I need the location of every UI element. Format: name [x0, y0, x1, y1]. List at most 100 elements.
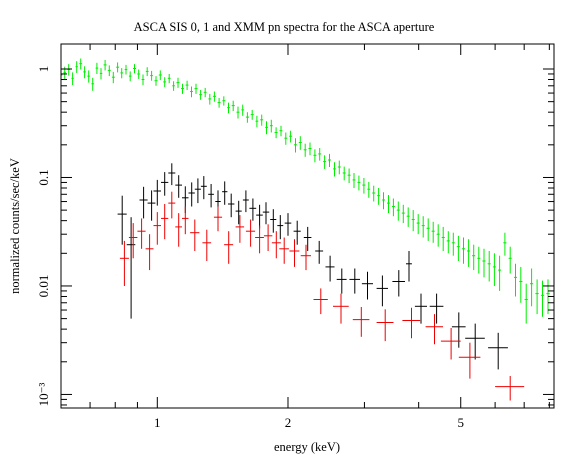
- data-point: [289, 239, 300, 267]
- data-point: [456, 235, 460, 261]
- data-point: [231, 100, 235, 111]
- data-point: [168, 191, 176, 219]
- data-point: [228, 193, 235, 218]
- data-point: [119, 240, 129, 286]
- data-point: [168, 163, 176, 186]
- data-point: [325, 255, 335, 282]
- x-tick-label: 2: [285, 415, 292, 430]
- data-point: [416, 214, 420, 235]
- data-point: [265, 121, 268, 135]
- data-point: [116, 62, 119, 73]
- data-point: [530, 268, 534, 307]
- x-tick-label: 1: [154, 415, 161, 430]
- data-point: [117, 195, 127, 245]
- data-point: [406, 251, 412, 282]
- data-point: [535, 279, 539, 315]
- data-point: [357, 175, 361, 191]
- data-point: [269, 119, 273, 133]
- data-point: [263, 224, 273, 251]
- data-point: [421, 216, 425, 238]
- data-point: [446, 231, 450, 254]
- data-point: [83, 66, 86, 79]
- data-point: [336, 268, 347, 294]
- data-point: [376, 275, 388, 307]
- data-point: [303, 143, 307, 157]
- data-point: [294, 138, 297, 153]
- data-point: [181, 83, 184, 94]
- data-point: [337, 160, 341, 175]
- data-point: [91, 77, 95, 91]
- data-point: [185, 80, 189, 90]
- data-point: [224, 231, 234, 264]
- data-point: [255, 225, 264, 254]
- data-point: [382, 192, 385, 210]
- data-point: [95, 62, 99, 74]
- data-point: [124, 64, 128, 75]
- data-point: [245, 219, 256, 247]
- data-point: [492, 253, 496, 286]
- data-point: [352, 173, 356, 188]
- data-point: [293, 220, 301, 245]
- data-point: [79, 58, 83, 70]
- data-point: [199, 90, 203, 100]
- data-point: [241, 104, 245, 116]
- data-point: [362, 178, 366, 194]
- data-point: [182, 206, 189, 235]
- data-point: [153, 179, 161, 206]
- data-point: [467, 239, 471, 267]
- data-point: [524, 283, 528, 324]
- data-point: [133, 64, 136, 74]
- data-point: [120, 68, 124, 79]
- data-point: [75, 61, 78, 73]
- data-point: [308, 142, 312, 156]
- x-tick-label: 5: [457, 415, 464, 430]
- data-point: [153, 212, 161, 245]
- data-point: [451, 312, 466, 348]
- data-point: [488, 332, 508, 370]
- data-point: [227, 102, 230, 114]
- data-point: [128, 223, 138, 259]
- data-point: [256, 204, 263, 229]
- data-point: [472, 244, 476, 271]
- data-point: [262, 202, 270, 225]
- data-point: [298, 136, 302, 150]
- data-point: [289, 130, 293, 143]
- data-point: [519, 266, 523, 303]
- data-point: [175, 175, 182, 198]
- data-point: [315, 240, 324, 264]
- data-point: [487, 251, 491, 282]
- data-point: [349, 268, 360, 294]
- data-point: [318, 148, 322, 161]
- series-2: [119, 191, 525, 401]
- x-axis-label: energy (keV): [274, 440, 340, 454]
- data-point: [236, 106, 240, 119]
- data-point: [279, 125, 283, 137]
- data-point: [271, 231, 281, 259]
- data-point: [440, 328, 461, 360]
- data-point: [284, 132, 288, 145]
- data-point: [540, 280, 545, 317]
- data-point: [145, 234, 154, 271]
- data-point: [212, 91, 216, 102]
- data-point: [458, 342, 481, 379]
- data-point: [163, 77, 167, 88]
- data-point: [274, 127, 278, 139]
- data-point: [333, 293, 349, 324]
- data-point: [498, 255, 502, 291]
- data-point: [67, 64, 70, 76]
- data-point: [342, 166, 346, 181]
- data-point: [391, 198, 395, 217]
- data-point: [436, 224, 440, 247]
- data-point: [126, 217, 136, 319]
- y-axis-label: normalized counts/sec/keV: [8, 158, 22, 294]
- data-point: [451, 232, 455, 256]
- data-point: [392, 270, 405, 297]
- data-point: [208, 93, 212, 105]
- data-point: [107, 65, 111, 77]
- data-point: [260, 114, 264, 126]
- data-point: [461, 237, 465, 264]
- data-point: [167, 74, 171, 84]
- data-point: [128, 71, 132, 82]
- data-point: [222, 96, 226, 106]
- data-point: [328, 153, 331, 167]
